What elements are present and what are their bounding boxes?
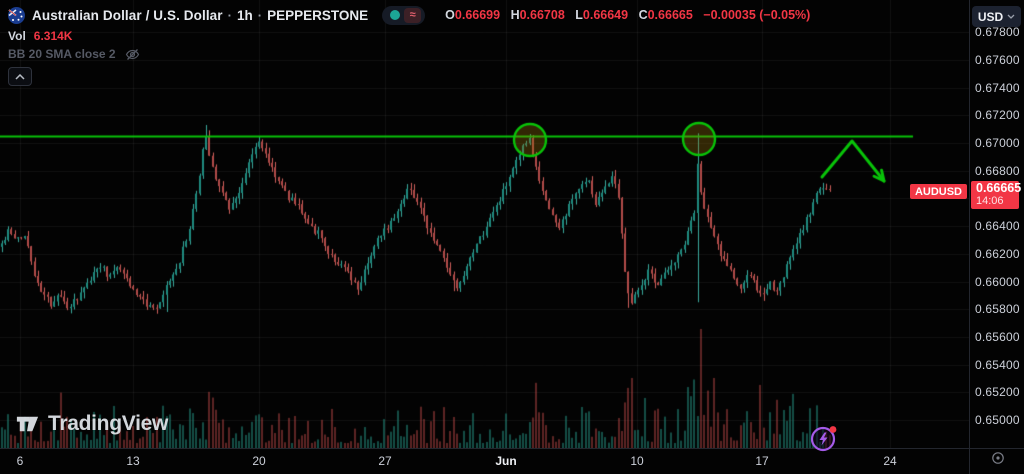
last-price-value: 0.66665 — [976, 181, 1022, 195]
last-price-label: 0.66665 14:06 — [971, 181, 1022, 209]
price-tick-label: 0.65000 — [975, 413, 1020, 427]
time-axis-separator[interactable] — [0, 448, 1024, 449]
time-tick-label: 27 — [378, 454, 392, 468]
collapse-indicators-button[interactable] — [8, 67, 32, 86]
interval-label[interactable]: 1h — [237, 7, 253, 23]
symbol-price-tag: AUDUSD — [909, 184, 967, 199]
title-dot: · — [257, 7, 263, 23]
time-tick-label: 17 — [755, 454, 769, 468]
bar-countdown: 14:06 — [976, 195, 1004, 207]
ohlc-values: O0.66699 H0.66708 L0.66649 C0.66665 −0.0… — [438, 8, 810, 22]
data-feed-icon: ≈ — [404, 7, 422, 23]
time-tick-label: 13 — [126, 454, 140, 468]
price-chart-canvas[interactable] — [0, 0, 969, 448]
australia-flag-icon — [8, 6, 25, 24]
close-label: C — [638, 8, 648, 22]
currency-selector-button[interactable]: USD — [972, 6, 1021, 27]
price-tick-label: 0.67400 — [975, 80, 1020, 95]
chevron-down-icon — [1007, 14, 1015, 19]
change-value: −0.00035 (−0.05%) — [703, 8, 811, 22]
chevron-up-icon — [15, 73, 25, 80]
price-tick-label: 0.65800 — [975, 302, 1020, 317]
price-axis[interactable]: 0.67800 0.67600 0.67400 0.67200 0.67000 0.668… — [970, 0, 1024, 448]
close-value: 0.66665 — [647, 8, 693, 22]
indicator-label: BB 20 SMA close 2 — [8, 47, 116, 61]
axis-settings-icon[interactable] — [988, 449, 1008, 467]
symbol-row[interactable]: Australian Dollar / U.S. Dollar · 1h · P… — [8, 4, 810, 26]
symbol-title[interactable]: Australian Dollar / U.S. Dollar — [32, 7, 223, 23]
exchange-label: PEPPERSTONE — [267, 7, 369, 23]
indicator-row[interactable]: BB 20 SMA close 2 — [8, 45, 810, 63]
eye-off-icon[interactable] — [125, 48, 140, 61]
tradingview-logo[interactable]: TradingView — [14, 410, 168, 437]
high-value: 0.66708 — [519, 8, 565, 22]
price-tick-label: 0.66400 — [975, 219, 1020, 234]
tradingview-logo-icon — [16, 416, 39, 432]
price-tick-label: 0.66800 — [975, 163, 1020, 178]
volume-row[interactable]: Vol 6.314K — [8, 27, 810, 45]
currency-label: USD — [977, 9, 1004, 24]
hotlist-spark-icon[interactable] — [808, 422, 840, 454]
time-tick-label: 6 — [16, 454, 24, 468]
market-open-dot-icon — [390, 10, 401, 20]
low-label: L — [575, 8, 583, 22]
market-status-pill[interactable]: ≈ — [382, 5, 426, 25]
price-tick-label: 0.65600 — [975, 329, 1020, 344]
time-tick-label: 20 — [252, 454, 266, 468]
time-tick-label: 24 — [883, 454, 897, 468]
price-tick-label: 0.66200 — [975, 246, 1020, 261]
price-tick-label: 0.65400 — [975, 357, 1020, 372]
time-tick-label: Jun — [495, 454, 517, 468]
price-axis-separator[interactable] — [969, 0, 970, 474]
open-label: O — [445, 8, 455, 22]
tradingview-logo-text: TradingView — [48, 411, 169, 435]
price-tick-label: 0.67600 — [975, 52, 1020, 67]
price-tick-label: 0.67800 — [975, 25, 1020, 40]
time-tick-label: 10 — [630, 454, 644, 468]
price-tick-label: 0.67200 — [975, 108, 1020, 123]
volume-value: 6.314K — [33, 29, 73, 43]
chart-legend: Australian Dollar / U.S. Dollar · 1h · P… — [8, 4, 810, 86]
price-tick-label: 0.67000 — [975, 136, 1020, 150]
low-value: 0.66649 — [582, 8, 629, 22]
title-dot: · — [227, 7, 232, 23]
volume-label: Vol — [8, 29, 26, 43]
price-tick-label: 0.65200 — [975, 385, 1020, 400]
price-tick-label: 0.66000 — [975, 274, 1020, 289]
high-label: H — [510, 8, 520, 22]
time-axis[interactable]: 6 13 20 27 Jun 10 17 24 — [0, 449, 1024, 474]
open-value: 0.66699 — [454, 8, 501, 22]
